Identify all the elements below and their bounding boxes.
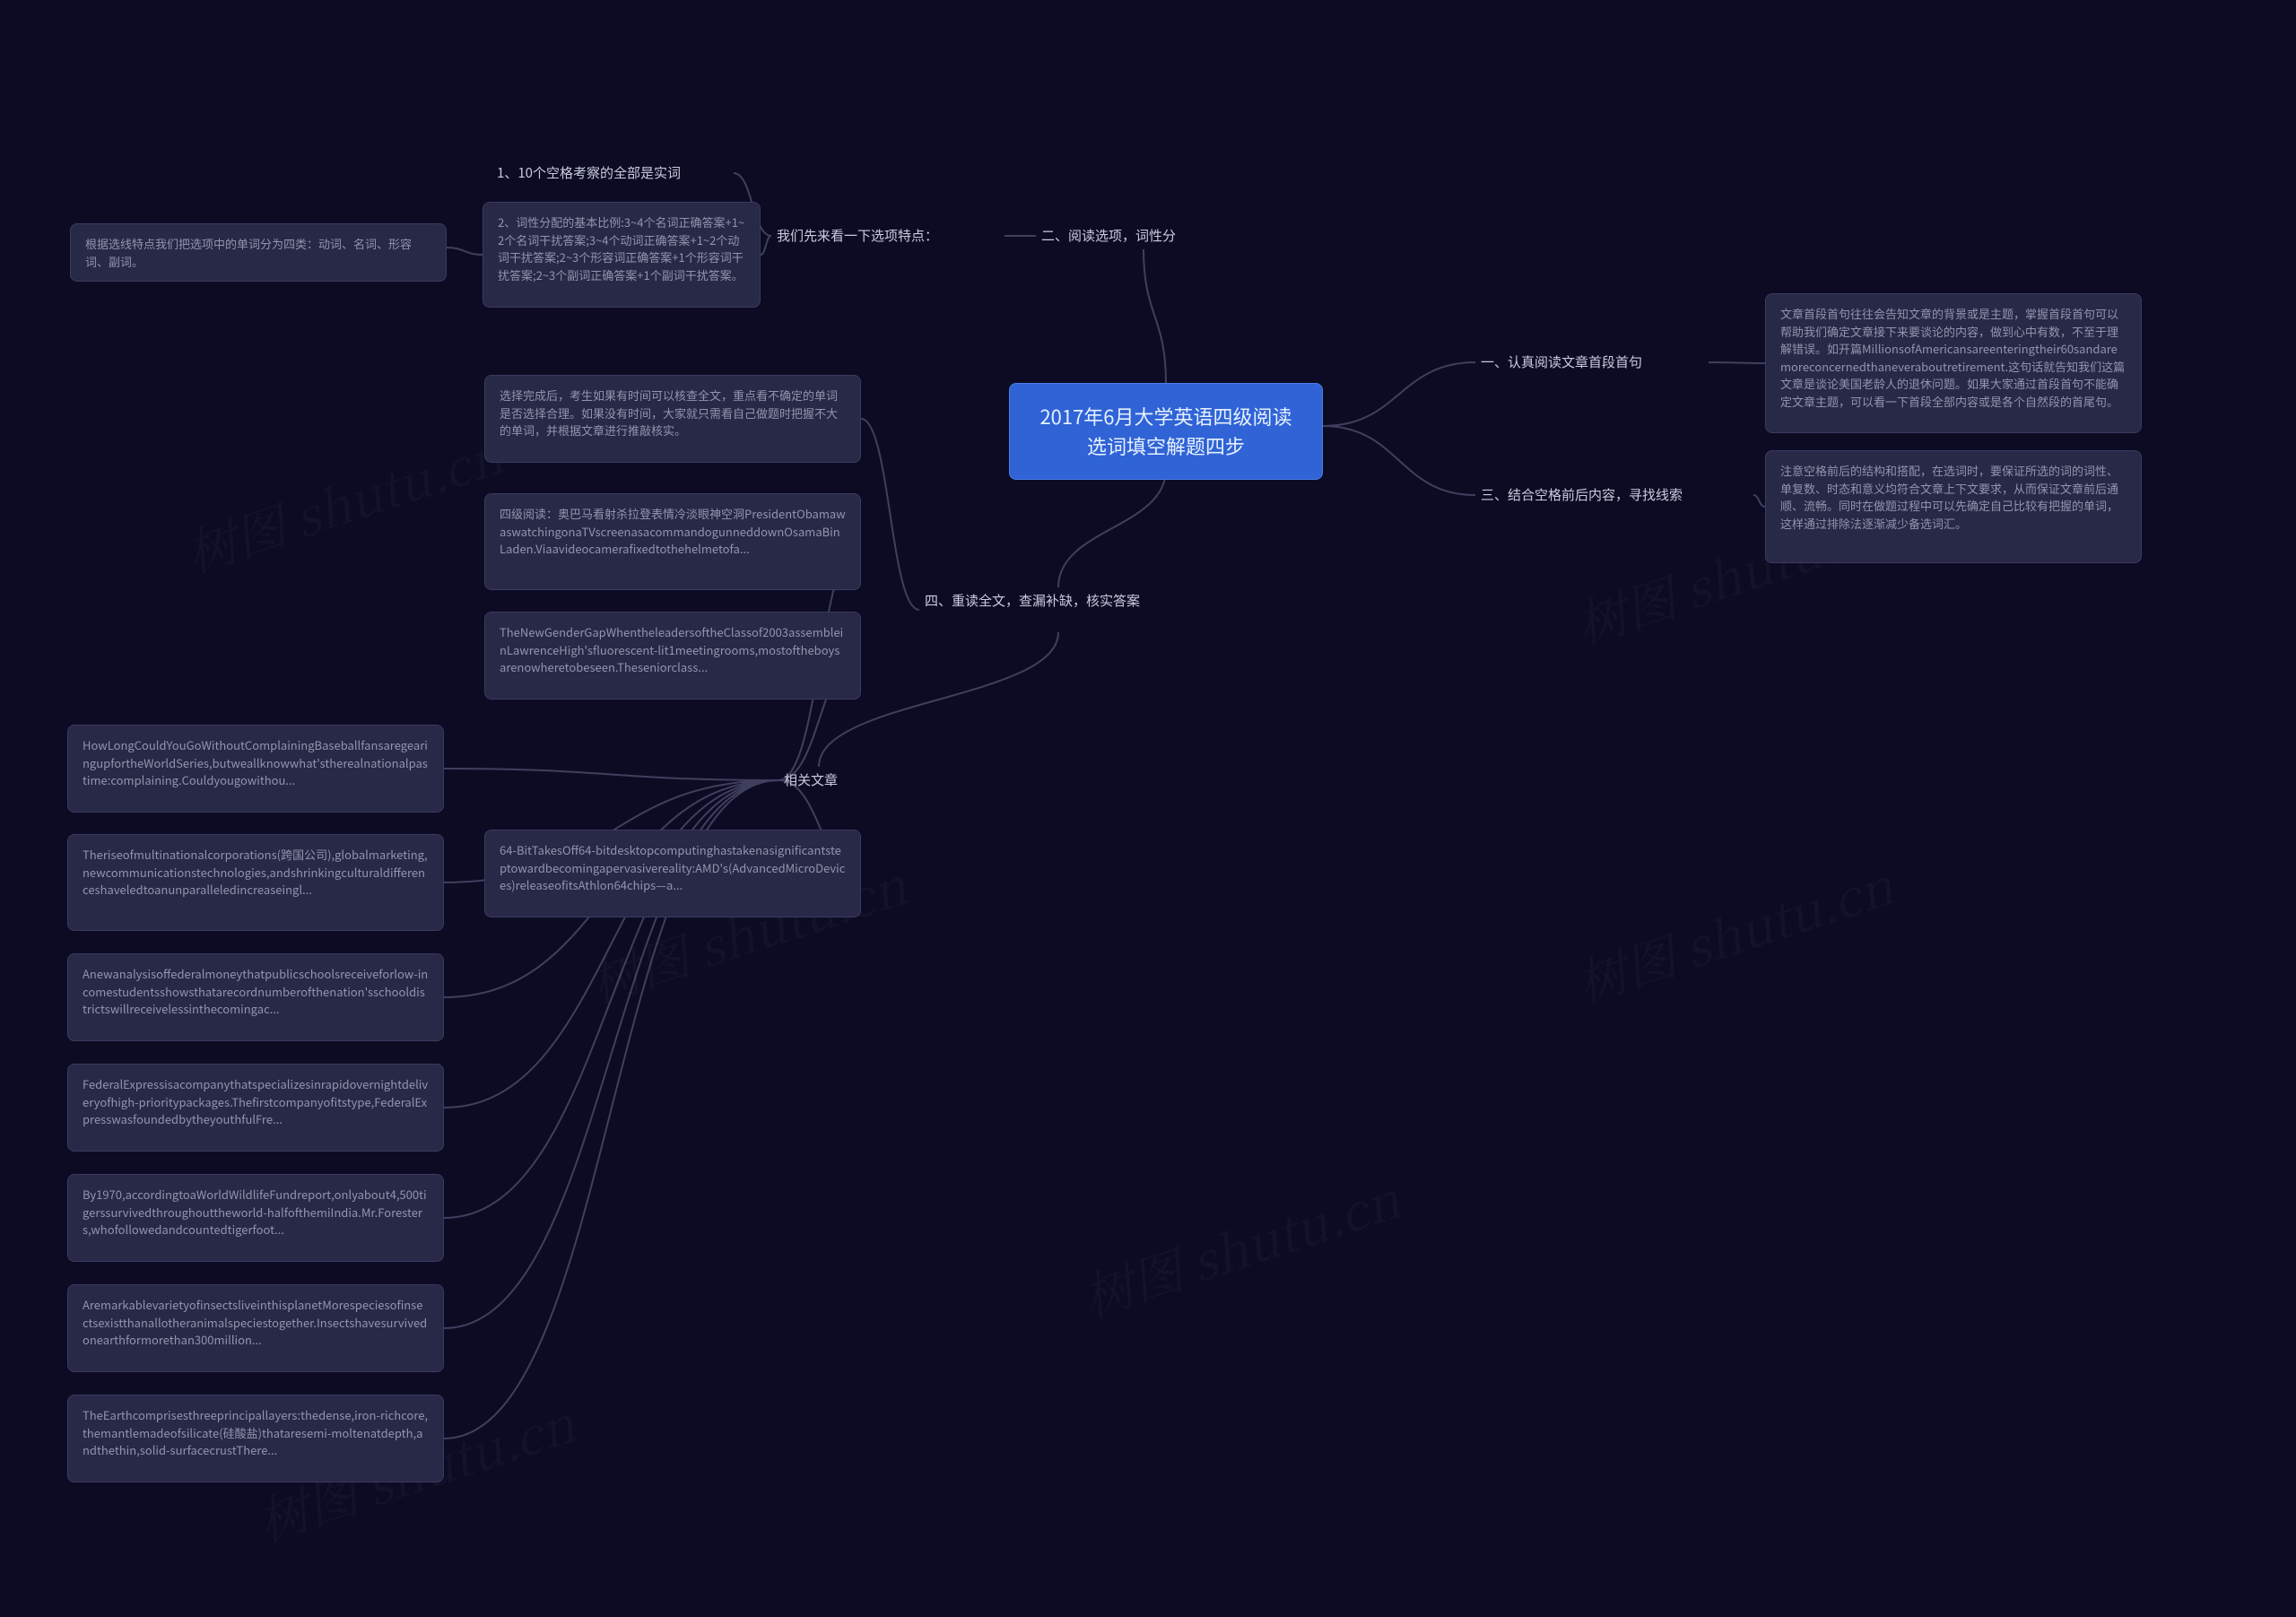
content-node: 64-BitTakesOff64-bitdesktopcomputinghast…: [484, 830, 861, 917]
content-node: HowLongCouldYouGoWithoutComplainingBaseb…: [67, 725, 444, 813]
edge: [1323, 362, 1475, 426]
edge: [444, 769, 778, 780]
watermark: 树图 shutu.cn: [1567, 848, 1901, 1017]
edge: [1058, 469, 1166, 587]
content-node: Theriseofmultinationalcorporations(跨国公司)…: [67, 834, 444, 931]
content-node: 选择完成后，考生如果有时间可以核查全文，重点看不确定的单词是否选择合理。如果没有…: [484, 375, 861, 463]
content-node: Anewanalysisoffederalmoneythatpublicscho…: [67, 953, 444, 1041]
content-node: 注意空格前后的结构和搭配，在选词时，要保证所选的词的词性、单复数、时态和意义均符…: [1765, 450, 2142, 563]
content-node: TheNewGenderGapWhentheleadersoftheClasso…: [484, 612, 861, 700]
edge: [1709, 362, 1765, 363]
content-node: Aremarkablevarietyofinsectsliveinthispla…: [67, 1284, 444, 1372]
edge: [1753, 495, 1765, 507]
edge: [761, 236, 771, 255]
watermark: 树图 shutu.cn: [177, 417, 511, 587]
mindmap-stage: 树图 shutu.cn树图 shutu.cn树图 shutu.cn树图 shut…: [0, 0, 2296, 1617]
edge: [861, 419, 919, 610]
content-node: 四级阅读：奥巴马看射杀拉登表情冷淡眼神空洞PresidentObamawaswa…: [484, 493, 861, 590]
content-node: TheEarthcomprisesthreeprincipallayers:th…: [67, 1395, 444, 1482]
branch-label: 一、认真阅读文章首段首句: [1475, 349, 1709, 377]
content-node: 2、词性分配的基本比例:3~4个名词正确答案+1~2个名词干扰答案;3~4个动词…: [483, 202, 761, 308]
content-node: 文章首段首句往往会告知文章的背景或是主题，掌握首段首句可以帮助我们确定文章接下来…: [1765, 293, 2142, 433]
watermark: 树图 shutu.cn: [1074, 1161, 1408, 1331]
branch-label: 相关文章: [778, 767, 859, 795]
edge: [1144, 249, 1166, 383]
content-node: By1970,accordingtoaWorldWildlifeFundrepo…: [67, 1174, 444, 1262]
edge: [447, 248, 483, 255]
branch-label: 1、10个空格考察的全部是实词: [491, 160, 734, 187]
branch-label: 四、重读全文，查漏补缺，核实答案: [919, 587, 1197, 632]
edge: [1323, 426, 1475, 495]
branch-label: 三、结合空格前后内容，寻找线索: [1475, 482, 1753, 509]
branch-label: 我们先来看一下选项特点：: [771, 222, 1004, 250]
content-node: 根据选线特点我们把选项中的单词分为四类：动词、名词、形容词、副词。: [70, 223, 447, 282]
content-node: FederalExpressisacompanythatspecializesi…: [67, 1064, 444, 1152]
branch-label: 二、阅读选项，词性分: [1036, 222, 1251, 250]
root-node: 2017年6月大学英语四级阅读选词填空解题四步: [1009, 383, 1323, 480]
